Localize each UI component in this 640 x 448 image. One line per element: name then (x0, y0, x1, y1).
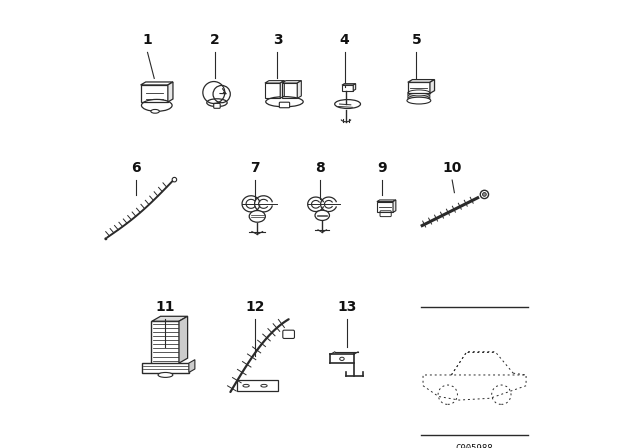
Ellipse shape (266, 97, 303, 107)
Polygon shape (353, 84, 356, 90)
Polygon shape (377, 200, 396, 202)
Ellipse shape (151, 109, 159, 113)
Text: 7: 7 (250, 161, 260, 175)
Text: 5: 5 (412, 33, 421, 47)
Text: C005988: C005988 (456, 444, 493, 448)
FancyBboxPatch shape (237, 380, 278, 392)
Circle shape (480, 190, 488, 198)
FancyBboxPatch shape (152, 321, 179, 364)
Polygon shape (189, 360, 195, 372)
FancyBboxPatch shape (380, 211, 391, 216)
Polygon shape (152, 316, 188, 321)
Text: 11: 11 (156, 300, 175, 314)
Ellipse shape (408, 95, 430, 101)
FancyBboxPatch shape (283, 330, 294, 339)
Ellipse shape (141, 99, 172, 111)
Circle shape (483, 193, 486, 196)
Polygon shape (297, 81, 301, 98)
Ellipse shape (207, 99, 227, 107)
Text: 8: 8 (315, 161, 325, 175)
Ellipse shape (335, 99, 360, 108)
Polygon shape (408, 80, 435, 82)
Ellipse shape (243, 384, 249, 387)
FancyBboxPatch shape (214, 103, 220, 108)
FancyBboxPatch shape (141, 363, 189, 373)
Ellipse shape (315, 210, 330, 220)
Ellipse shape (408, 90, 430, 96)
Ellipse shape (249, 211, 266, 222)
Polygon shape (280, 81, 284, 98)
Polygon shape (282, 81, 301, 83)
Text: 4: 4 (340, 33, 349, 47)
FancyBboxPatch shape (279, 102, 290, 108)
Text: 12: 12 (245, 300, 265, 314)
Ellipse shape (407, 97, 431, 104)
Text: 10: 10 (442, 161, 462, 175)
Polygon shape (179, 316, 188, 363)
Polygon shape (265, 81, 284, 83)
Text: 3: 3 (273, 33, 282, 47)
Ellipse shape (158, 372, 173, 377)
Text: 1: 1 (143, 33, 152, 47)
Polygon shape (168, 82, 173, 102)
Ellipse shape (408, 93, 430, 99)
Polygon shape (430, 80, 435, 93)
Circle shape (104, 237, 108, 240)
Ellipse shape (340, 357, 344, 361)
Polygon shape (141, 82, 173, 85)
Text: 6: 6 (131, 161, 141, 175)
Text: 9: 9 (377, 161, 387, 175)
Ellipse shape (261, 384, 267, 387)
Polygon shape (342, 84, 356, 85)
Text: 2: 2 (210, 33, 220, 47)
Polygon shape (393, 200, 396, 212)
Text: 13: 13 (337, 300, 356, 314)
Ellipse shape (408, 92, 430, 98)
